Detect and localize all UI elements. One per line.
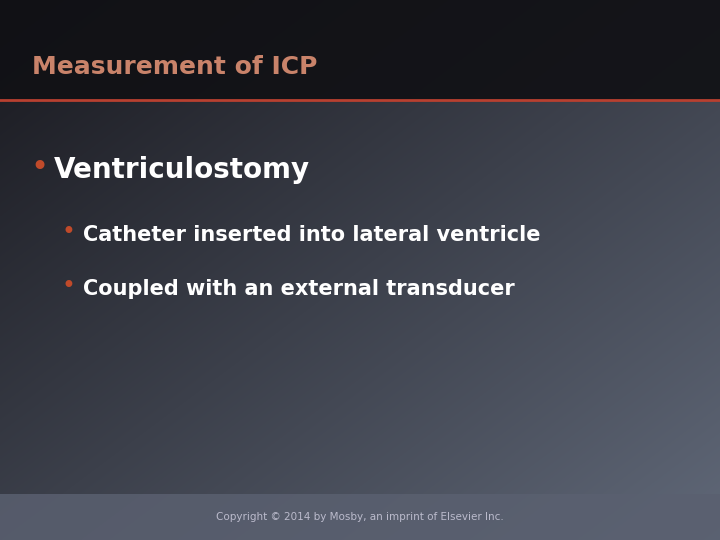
Bar [0, 0, 720, 100]
Text: Ventriculostomy: Ventriculostomy [54, 156, 310, 184]
Text: Measurement of ICP: Measurement of ICP [32, 56, 318, 79]
Text: •: • [61, 220, 75, 244]
Text: Copyright © 2014 by Mosby, an imprint of Elsevier Inc.: Copyright © 2014 by Mosby, an imprint of… [216, 512, 504, 522]
Text: •: • [30, 153, 48, 182]
Text: Coupled with an external transducer: Coupled with an external transducer [83, 279, 515, 299]
Text: •: • [61, 274, 75, 298]
Bar [0, 494, 720, 540]
Text: Catheter inserted into lateral ventricle: Catheter inserted into lateral ventricle [83, 225, 540, 245]
